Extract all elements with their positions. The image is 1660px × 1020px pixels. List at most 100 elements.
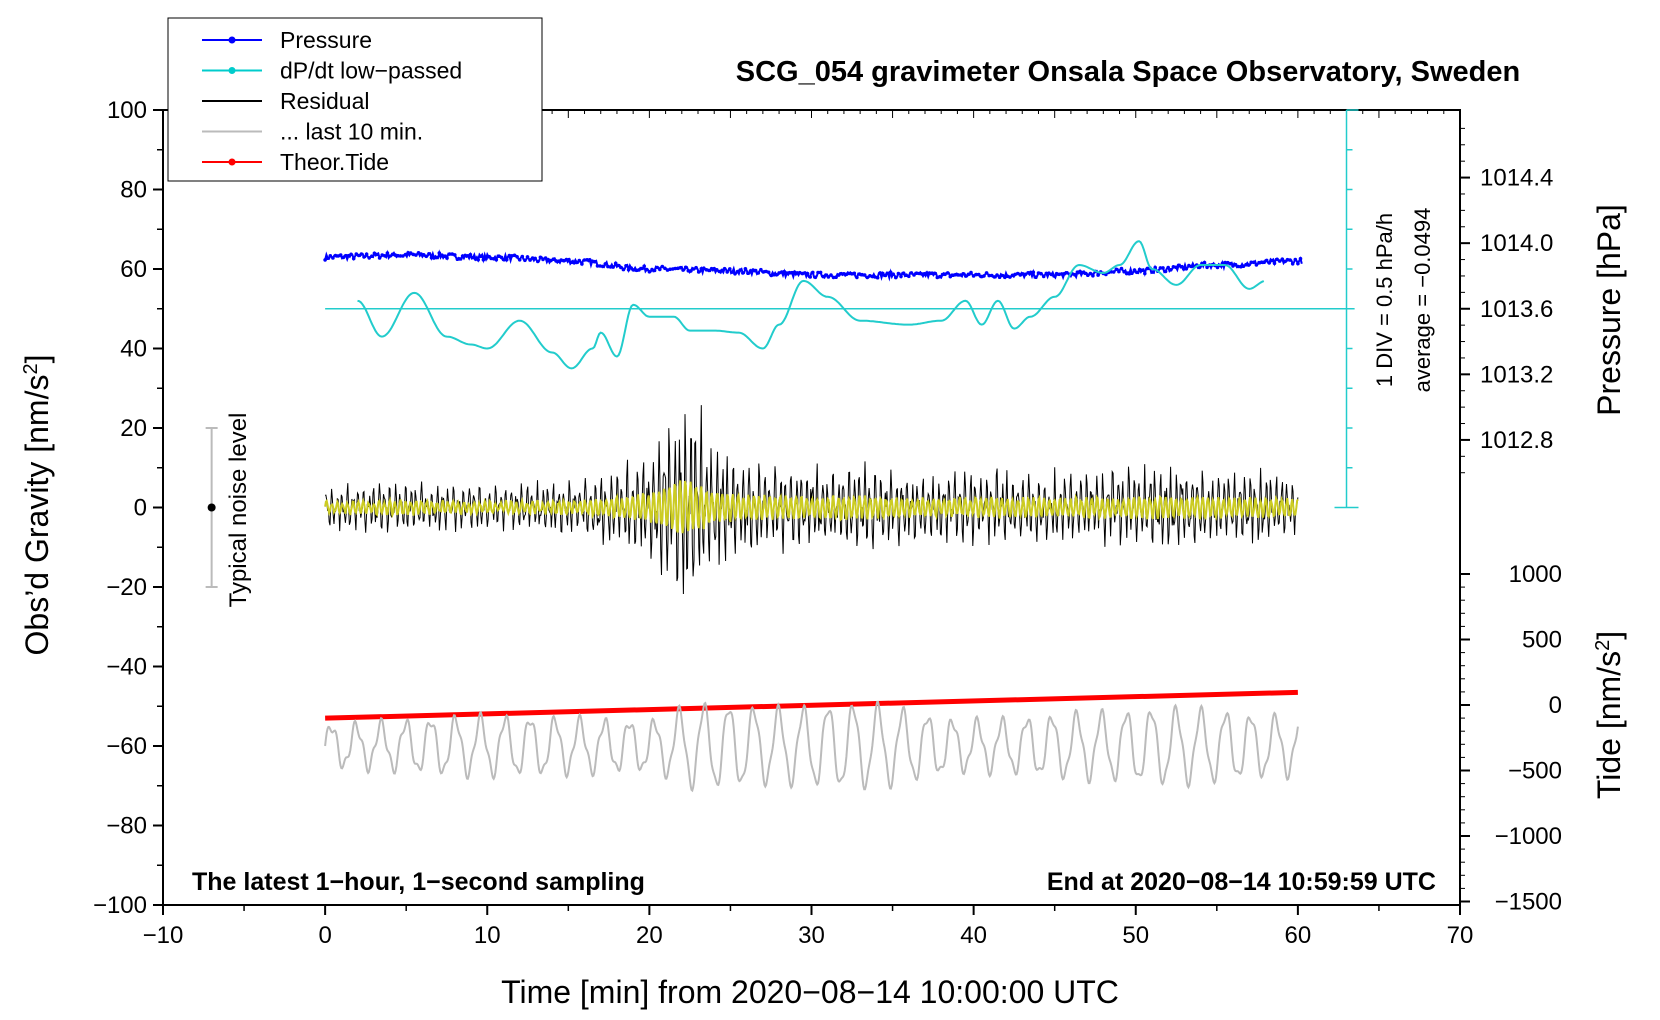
dpdt-scale-bar (1334, 109, 1359, 509)
pressure-point (367, 256, 372, 260)
pressure-point (471, 255, 475, 260)
pressure-point (1031, 270, 1036, 275)
legend-item: Residual (202, 88, 370, 114)
pressure-point (715, 268, 719, 272)
pressure-point (323, 258, 327, 262)
pressure-point (875, 275, 880, 280)
pressure-point (982, 274, 986, 278)
noise-bar-dot (207, 503, 216, 512)
pressure-point (1039, 271, 1043, 276)
pressure-point (1130, 271, 1134, 276)
pressure-point (543, 256, 548, 260)
pressure-point (1202, 260, 1207, 265)
pressure-point (894, 275, 898, 280)
pressure-point (1111, 270, 1116, 274)
pressure-point (585, 258, 589, 262)
pressure-point (1091, 273, 1095, 278)
pressure-point (956, 273, 960, 277)
pressure-point (766, 270, 771, 275)
pressure-tick-label: 1013.2 (1480, 361, 1553, 388)
pressure-point (476, 258, 481, 262)
pressure-point (1228, 261, 1233, 266)
tide-tick-label: −500 (1508, 758, 1562, 785)
tide-tick-label: −1000 (1495, 823, 1562, 850)
pressure-point (1117, 269, 1121, 274)
pressure-point (403, 252, 408, 257)
noise-level-label: Typical noise level (225, 413, 252, 608)
pressure-point (1174, 265, 1178, 270)
pressure-point (678, 265, 683, 270)
pressure-point (826, 275, 831, 279)
pressure-point (447, 252, 452, 256)
pressure-point (523, 258, 527, 263)
pressure-point (494, 257, 499, 262)
pressure-point (1028, 270, 1033, 275)
pressure-point (821, 274, 825, 279)
legend-item: ... last 10 min. (202, 119, 423, 145)
pressure-point (658, 267, 662, 272)
pressure-point (743, 267, 748, 271)
pressure-point (865, 275, 870, 280)
x-tick-label: 70 (1447, 922, 1474, 949)
pressure-point (909, 271, 914, 275)
pressure-point (940, 272, 945, 277)
legend-label: Residual (280, 88, 370, 114)
scale-label: 1 DIV = 0.5 hPa/h (1372, 213, 1397, 387)
pressure-point (772, 272, 776, 277)
pressure-point (722, 266, 727, 271)
pressure-point (551, 257, 556, 262)
pressure-point (1270, 258, 1274, 263)
pressure-point (1088, 271, 1093, 276)
legend-label: dP/dt low−passed (280, 58, 462, 84)
pressure-point (1252, 260, 1256, 265)
pressure-point (629, 266, 633, 270)
pressure-point (388, 254, 392, 258)
pressure-tick-label: 1013.6 (1480, 296, 1553, 323)
pressure-point (520, 254, 525, 259)
tide-tick-label: −1500 (1495, 889, 1562, 916)
pressure-point (728, 267, 732, 271)
legend-item: Theor.Tide (202, 149, 389, 175)
pressure-point (668, 267, 672, 272)
pressure-point (966, 272, 971, 277)
legend-item: dP/dt low−passed (202, 58, 462, 84)
pressure-point (1119, 266, 1124, 271)
pressure-point (811, 270, 815, 275)
pressure-point (899, 274, 903, 279)
pressure-point (1254, 263, 1259, 267)
pressure-markers (323, 251, 1303, 280)
pressure-point (1143, 271, 1147, 276)
legend-marker (228, 158, 236, 166)
pressure-point (984, 271, 989, 275)
pressure-point (442, 254, 447, 258)
pressure-point (414, 253, 418, 257)
pressure-point (774, 273, 779, 277)
pressure-point (813, 275, 818, 280)
pressure-point (512, 253, 517, 258)
legend-label: ... last 10 min. (280, 119, 423, 145)
pressure-point (1249, 260, 1253, 265)
pressure-point (504, 257, 509, 262)
pressure-point (969, 270, 973, 275)
pressure-point (401, 254, 405, 258)
pressure-point (1163, 269, 1168, 274)
pressure-point (593, 259, 597, 264)
pressure-point (331, 256, 335, 260)
pressure-point (517, 258, 522, 262)
pressure-point (1124, 271, 1129, 276)
y-axis-tide: 1000 500 0 −500 −1000 −1500 (1460, 561, 1562, 916)
pressure-point (883, 273, 888, 278)
pressure-point (1246, 263, 1251, 267)
pressure-point (689, 269, 693, 273)
pressure-point (1262, 260, 1266, 265)
pressure-point (1277, 259, 1282, 263)
pressure-point (738, 268, 742, 272)
pressure-point (1096, 273, 1100, 277)
tide-tick-label: 500 (1522, 627, 1562, 654)
pressure-point (987, 273, 991, 278)
pressure-point (647, 270, 652, 274)
pressure-point (901, 271, 906, 276)
pressure-point (406, 251, 410, 255)
pressure-point (528, 258, 532, 262)
pressure-point (1140, 268, 1144, 273)
